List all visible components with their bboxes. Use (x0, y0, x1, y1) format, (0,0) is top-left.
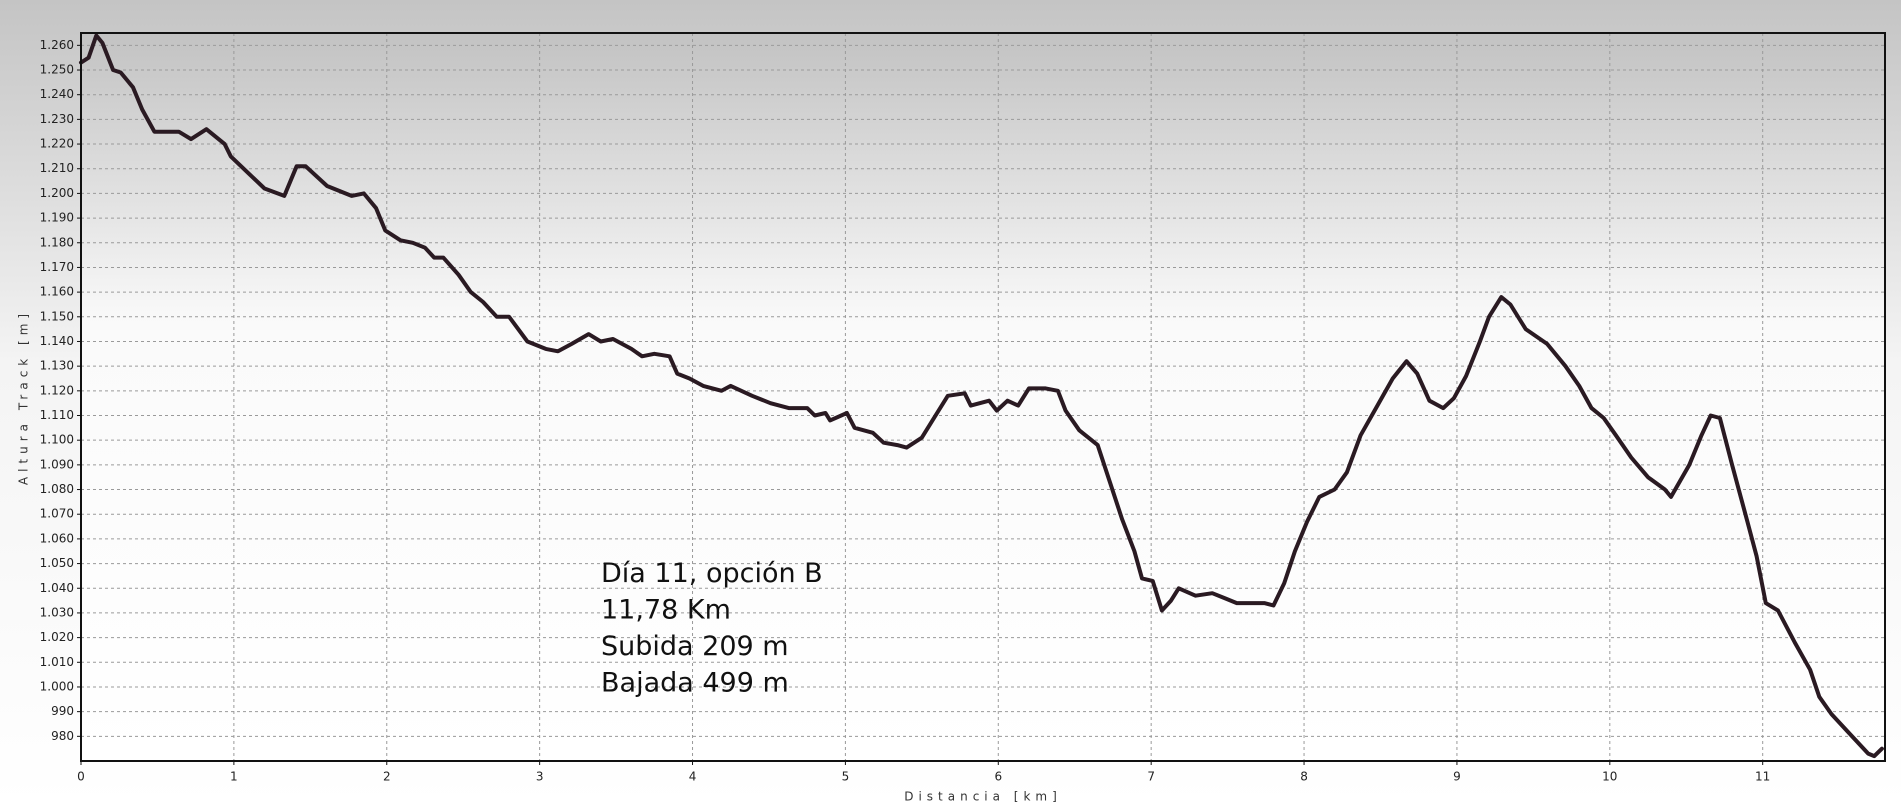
x-tick-label: 1 (230, 770, 238, 784)
y-tick-label: 990 (51, 704, 74, 718)
y-tick-label: 1.010 (40, 655, 74, 669)
y-tick-label: 1.240 (40, 87, 74, 101)
y-tick-label: 1.080 (40, 482, 74, 496)
x-tick-label: 2 (383, 770, 391, 784)
y-tick-label: 1.200 (40, 186, 74, 200)
y-tick-label: 1.230 (40, 112, 74, 126)
y-tick-label: 1.000 (40, 679, 74, 693)
plot-border (80, 32, 1886, 762)
y-tick-label: 1.090 (40, 457, 74, 471)
y-tick-label: 1.120 (40, 383, 74, 397)
annotation: Subida 209 m (601, 631, 789, 662)
y-tick-label: 1.260 (40, 38, 74, 52)
y-tick-label: 1.060 (40, 531, 74, 545)
y-tick-label: 1.070 (40, 507, 74, 521)
x-tick-label: 9 (1453, 770, 1461, 784)
y-tick-label: 1.150 (40, 309, 74, 323)
y-tick-label: 1.210 (40, 161, 74, 175)
y-tick-label: 1.110 (40, 408, 74, 422)
y-tick-label: 1.180 (40, 235, 74, 249)
y-axis-label: Altura Track [m] (17, 309, 31, 485)
annotation: Bajada 499 m (601, 668, 789, 699)
y-tick-label: 1.040 (40, 581, 74, 595)
y-tick-label: 1.170 (40, 260, 74, 274)
x-tick-label: 6 (994, 770, 1002, 784)
y-tick-label: 1.100 (40, 433, 74, 447)
elevation-line (79, 33, 1884, 759)
y-tick-label: 1.250 (40, 63, 74, 77)
x-tick-label: 3 (536, 770, 544, 784)
y-tick-label: 1.020 (40, 630, 74, 644)
y-tick-label: 1.220 (40, 137, 74, 151)
annotation: Día 11, opción B (601, 558, 823, 589)
x-tick-label: 4 (689, 770, 697, 784)
x-tick-label: 0 (77, 770, 85, 784)
annotation: 11,78 Km (601, 595, 731, 626)
x-tick-label: 10 (1602, 770, 1617, 784)
x-tick-label: 5 (842, 770, 850, 784)
y-tick-label: 1.160 (40, 285, 74, 299)
y-tick-label: 1.130 (40, 359, 74, 373)
y-tick-label: 1.190 (40, 211, 74, 225)
x-tick-label: 11 (1755, 770, 1770, 784)
y-tick-label: 1.050 (40, 556, 74, 570)
annotation-block: Día 11, opción B 11,78 Km Subida 209 m Baja… (601, 558, 823, 699)
x-tick-label: 8 (1300, 770, 1308, 784)
y-tick-label: 1.140 (40, 334, 74, 348)
y-tick-label: 1.030 (40, 605, 74, 619)
y-tick-label: 980 (51, 729, 74, 743)
x-tick-label: 7 (1147, 770, 1155, 784)
plot (79, 33, 1884, 759)
plot-area (81, 33, 1885, 761)
x-axis-label: Distancia [km] (904, 790, 1062, 804)
